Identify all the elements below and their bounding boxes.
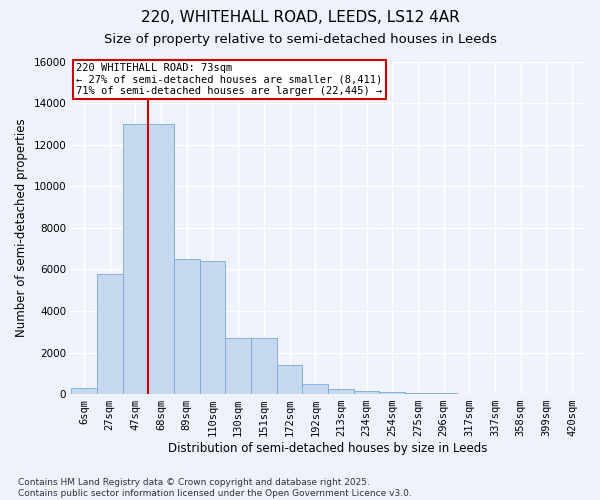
Bar bbox=[379, 392, 405, 394]
Bar bbox=[122, 124, 148, 394]
Text: Size of property relative to semi-detached houses in Leeds: Size of property relative to semi-detach… bbox=[104, 32, 496, 46]
Bar bbox=[405, 392, 431, 394]
Bar bbox=[148, 124, 174, 394]
Y-axis label: Number of semi-detached properties: Number of semi-detached properties bbox=[15, 118, 28, 337]
Text: 220 WHITEHALL ROAD: 73sqm
← 27% of semi-detached houses are smaller (8,411)
71% : 220 WHITEHALL ROAD: 73sqm ← 27% of semi-… bbox=[76, 63, 383, 96]
Bar bbox=[200, 261, 226, 394]
Bar bbox=[97, 274, 122, 394]
X-axis label: Distribution of semi-detached houses by size in Leeds: Distribution of semi-detached houses by … bbox=[169, 442, 488, 455]
Bar bbox=[277, 365, 302, 394]
Text: Contains HM Land Registry data © Crown copyright and database right 2025.
Contai: Contains HM Land Registry data © Crown c… bbox=[18, 478, 412, 498]
Text: 220, WHITEHALL ROAD, LEEDS, LS12 4AR: 220, WHITEHALL ROAD, LEEDS, LS12 4AR bbox=[140, 10, 460, 25]
Bar bbox=[174, 259, 200, 394]
Bar bbox=[302, 384, 328, 394]
Bar bbox=[328, 389, 354, 394]
Bar bbox=[226, 338, 251, 394]
Bar bbox=[251, 338, 277, 394]
Bar bbox=[71, 388, 97, 394]
Bar bbox=[354, 391, 379, 394]
